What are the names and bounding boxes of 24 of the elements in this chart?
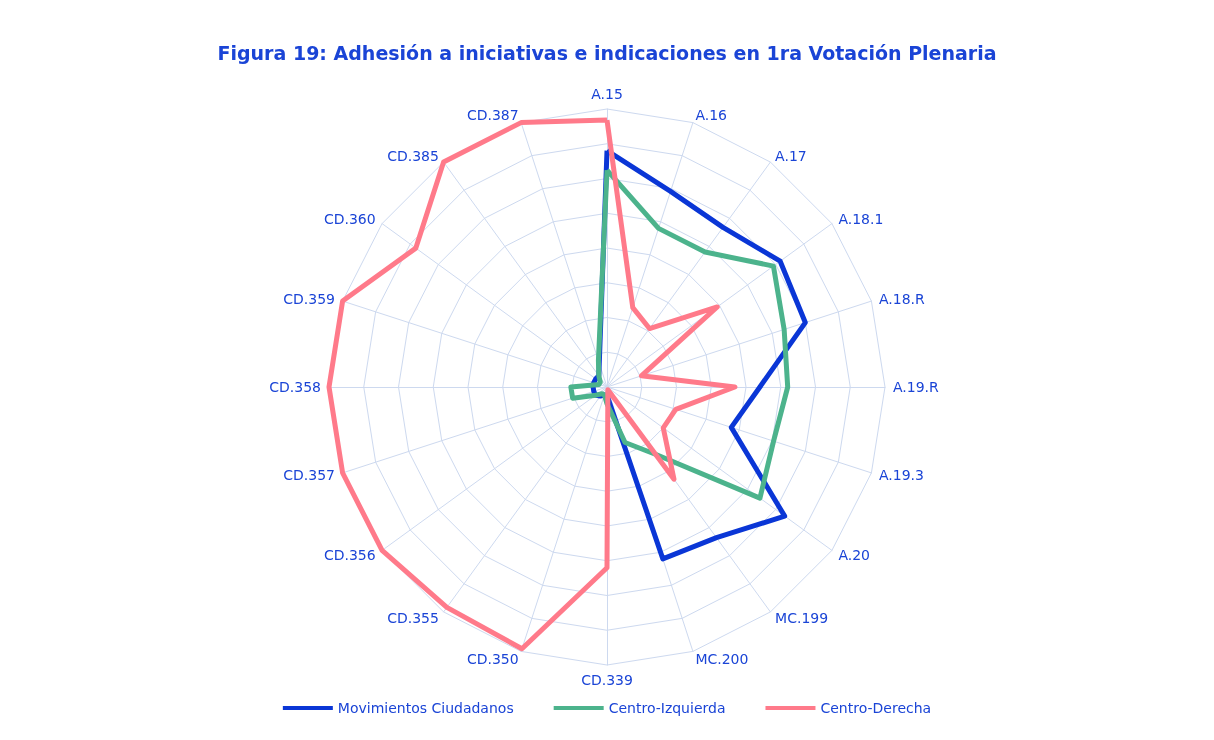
spoke-label: A.18.1 xyxy=(838,210,884,227)
legend-label: Centro-Izquierda xyxy=(608,700,726,716)
chart-title: Figura 19: Adhesión a iniciativas e indicaciones en 1ra Votación Plenaria xyxy=(217,41,997,64)
spoke-label: CD.360 xyxy=(323,210,376,227)
spoke-label: CD.357 xyxy=(283,467,335,484)
spoke-label: CD.339 xyxy=(581,672,633,688)
spoke-label: A.15 xyxy=(591,86,623,102)
legend-label: Movimientos Ciudadanos xyxy=(337,700,514,716)
spoke-label: A.18.R xyxy=(879,290,926,307)
spoke-label: CD.385 xyxy=(387,147,439,164)
spoke-label: MC.199 xyxy=(775,610,829,627)
spoke-label: CD.359 xyxy=(283,290,335,307)
spoke-label: CD.350 xyxy=(466,651,519,667)
spoke-label: A.19.3 xyxy=(879,467,924,484)
spoke-label: A.17 xyxy=(775,147,807,164)
spoke-label: CD.355 xyxy=(387,610,439,627)
spoke-label: A.20 xyxy=(838,547,870,564)
spoke-label: MC.200 xyxy=(695,651,749,667)
spoke-label: CD.358 xyxy=(269,379,321,395)
spoke-label: A.19.R xyxy=(893,379,940,395)
legend-label: Centro-Derecha xyxy=(820,700,932,716)
spoke-label: CD.387 xyxy=(466,107,519,123)
spoke-label: A.16 xyxy=(695,107,728,123)
spoke-label: CD.356 xyxy=(323,547,376,564)
